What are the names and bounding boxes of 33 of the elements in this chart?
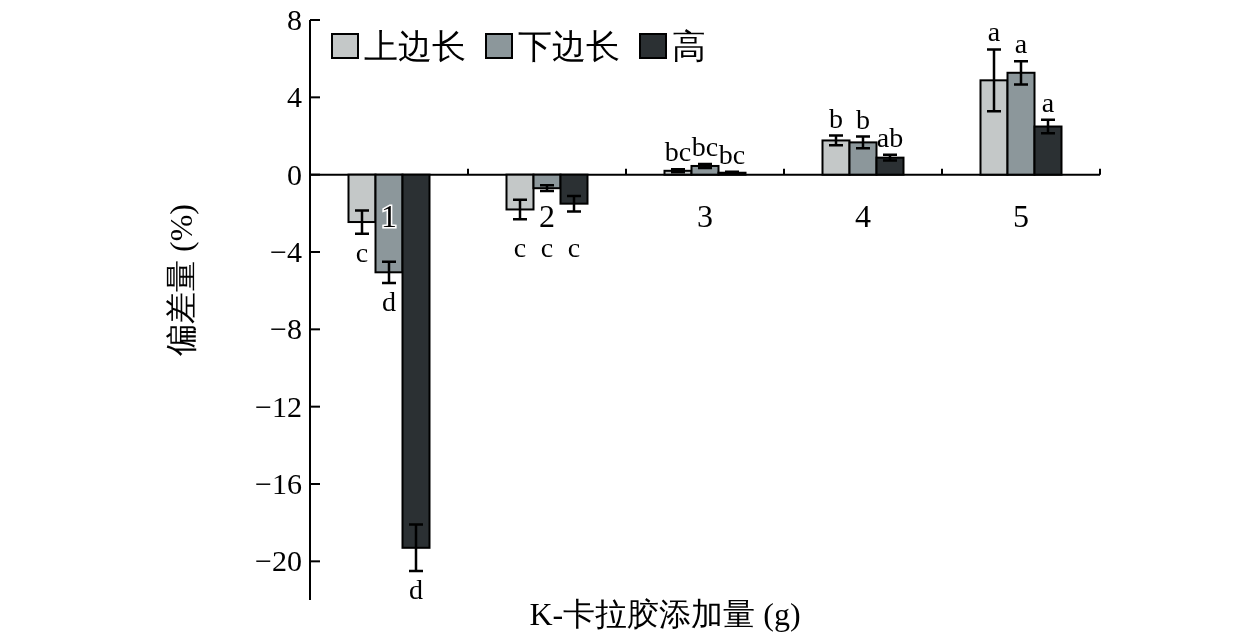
y-tick-label: 8: [287, 3, 302, 36]
data-label: c: [513, 231, 527, 263]
y-tick-label: −4: [270, 235, 302, 268]
y-tick-label: 4: [287, 80, 302, 114]
data-label: d: [409, 574, 423, 605]
x-tick-label: 2: [539, 197, 555, 234]
x-tick-label: 3: [697, 197, 713, 234]
legend-label: 高: [672, 28, 706, 65]
y-tick-label: −12: [255, 389, 302, 423]
data-label: bc: [664, 136, 692, 168]
data-label: bc: [691, 131, 719, 163]
y-axis-title: 偏差量 (%): [163, 204, 199, 356]
data-label: ab: [876, 121, 904, 153]
x-tick-label: 5: [1013, 197, 1029, 234]
y-tick-label: −8: [270, 312, 302, 346]
x-tick-label: 4: [855, 197, 871, 234]
y-tick-label: −16: [255, 467, 302, 500]
y-tick-label: 0: [287, 157, 302, 191]
legend-label: 下边长: [518, 28, 620, 65]
data-label: c: [355, 236, 369, 268]
data-label: bc: [718, 138, 746, 170]
data-label: c: [567, 231, 581, 263]
legend-label: 上边长: [364, 28, 466, 65]
data-label: a: [1041, 86, 1055, 118]
data-label: b: [829, 102, 843, 134]
data-label: b: [856, 103, 870, 135]
x-tick-label: 1: [381, 197, 397, 234]
y-tick-label: −20: [255, 544, 302, 578]
data-label: d: [382, 285, 396, 317]
x-axis-title: K-卡拉胶添加量 (g): [529, 596, 801, 632]
data-label: a: [1014, 28, 1028, 60]
data-label: a: [987, 16, 1001, 48]
data-label: c: [540, 231, 554, 263]
